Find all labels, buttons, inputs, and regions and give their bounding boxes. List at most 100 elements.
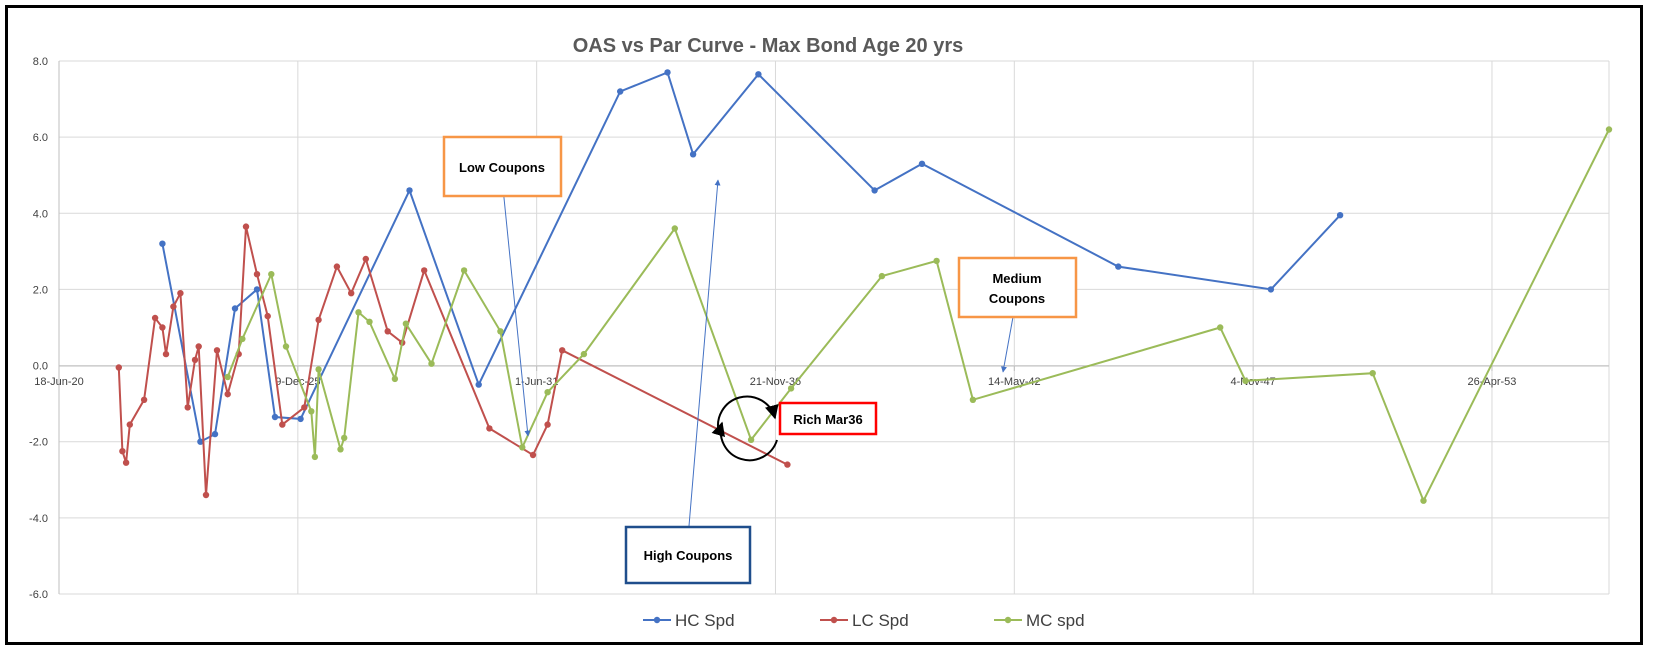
data-point: [1267, 286, 1275, 293]
data-point: [159, 240, 166, 247]
x-tick-label: 14-May-42: [988, 376, 1041, 388]
x-tick-label: 4-Nov-47: [1231, 376, 1276, 388]
data-point: [784, 461, 791, 468]
data-point: [177, 290, 184, 297]
legend-label: HC Spd: [675, 611, 735, 630]
data-point: [747, 436, 755, 443]
data-point: [253, 271, 261, 278]
data-point: [355, 309, 362, 316]
data-point: [211, 430, 219, 438]
data-point: [202, 491, 210, 499]
data-point: [315, 316, 322, 324]
chart-title: OAS vs Par Curve - Max Bond Age 20 yrs: [573, 35, 964, 57]
series-lines: [115, 69, 1613, 504]
y-tick-label: 2.0: [33, 284, 48, 296]
data-point: [115, 364, 123, 371]
rich-mar36-circle-arrow-bottom: [711, 421, 778, 462]
data-point: [224, 373, 231, 381]
data-point: [242, 223, 250, 230]
data-point: [224, 390, 231, 398]
data-point: [544, 421, 551, 428]
data-point: [787, 385, 795, 392]
data-point: [151, 314, 159, 322]
data-point: [428, 360, 435, 367]
data-point: [271, 413, 279, 421]
data-point: [421, 267, 428, 274]
data-point: [231, 305, 239, 312]
data-point: [341, 434, 348, 442]
data-point: [529, 451, 537, 459]
legend-item: MC spd: [994, 611, 1085, 630]
data-point: [122, 459, 130, 466]
series-1: [115, 223, 791, 499]
y-tick-label: 0.0: [33, 361, 48, 373]
data-point: [391, 375, 399, 383]
data-point: [282, 343, 290, 350]
data-point: [1605, 126, 1613, 133]
data-point: [191, 356, 199, 364]
data-point: [333, 263, 341, 270]
legend-swatch-marker: [653, 616, 661, 624]
data-point: [1420, 497, 1427, 504]
data-point: [140, 396, 148, 403]
data-point: [878, 272, 886, 280]
data-point: [195, 343, 202, 350]
y-tick-label: 8.0: [33, 56, 48, 68]
series-line: [226, 129, 1610, 504]
legend: HC Spd LC Spd MC spd: [643, 611, 1085, 630]
high-coupons-arrow: [688, 179, 721, 527]
data-point: [362, 255, 369, 263]
x-tick-label: 18-Jun-20: [34, 376, 84, 388]
data-point: [544, 389, 551, 396]
data-point: [1369, 370, 1376, 377]
y-tick-label: -4.0: [29, 513, 48, 525]
data-point: [406, 187, 413, 194]
data-point: [486, 425, 493, 432]
data-point: [159, 324, 166, 331]
data-point: [384, 328, 391, 335]
annotation-low-coupons: Low Coupons: [442, 135, 563, 198]
data-point: [933, 257, 940, 265]
data-point: [1217, 324, 1224, 331]
data-point: [301, 404, 308, 411]
chart-frame: [5, 5, 1643, 645]
legend-item: LC Spd: [820, 611, 909, 630]
data-point: [1115, 263, 1122, 270]
x-tick-labels: 18-Jun-20 9-Dec-25 1-Jun-31 21-Nov-36 14-May…: [34, 376, 1516, 388]
series-0: [159, 69, 1344, 445]
data-point: [617, 88, 624, 95]
data-point: [755, 71, 762, 78]
data-point: [184, 404, 191, 411]
y-tick-label: -6.0: [29, 589, 48, 601]
data-point: [871, 187, 878, 194]
data-point: [497, 328, 504, 335]
x-tick-label: 21-Nov-36: [750, 376, 801, 388]
data-point: [671, 225, 678, 232]
annotation-medium-coupons-line1: Medium: [992, 271, 1041, 286]
legend-swatch-marker: [1004, 616, 1012, 624]
y-tick-label: 6.0: [33, 132, 48, 144]
annotation-low-coupons-text: Low Coupons: [459, 160, 545, 175]
data-point: [519, 444, 526, 451]
data-point: [559, 347, 566, 354]
data-point: [126, 421, 133, 428]
data-point: [162, 350, 170, 358]
data-point: [308, 408, 315, 415]
medium-coupons-arrow: [1001, 316, 1014, 373]
legend-item: HC Spd: [643, 611, 735, 630]
axes: [58, 61, 1609, 594]
series-line: [117, 226, 788, 496]
legend-swatch-marker: [830, 616, 838, 624]
low-coupons-arrow: [502, 187, 531, 437]
series-line: [161, 71, 1341, 444]
y-tick-label: 4.0: [33, 208, 48, 220]
data-point: [460, 267, 468, 274]
data-point: [1336, 212, 1344, 219]
data-point: [664, 69, 671, 76]
data-point: [366, 318, 373, 325]
annotation-rich-mar36-text: Rich Mar36: [793, 412, 862, 427]
legend-label: LC Spd: [852, 611, 909, 630]
data-point: [264, 312, 271, 320]
y-tick-labels: 8.0 6.0 4.0 2.0 0.0 -2.0 -4.0 -6.0: [29, 56, 48, 601]
data-point: [475, 381, 482, 388]
